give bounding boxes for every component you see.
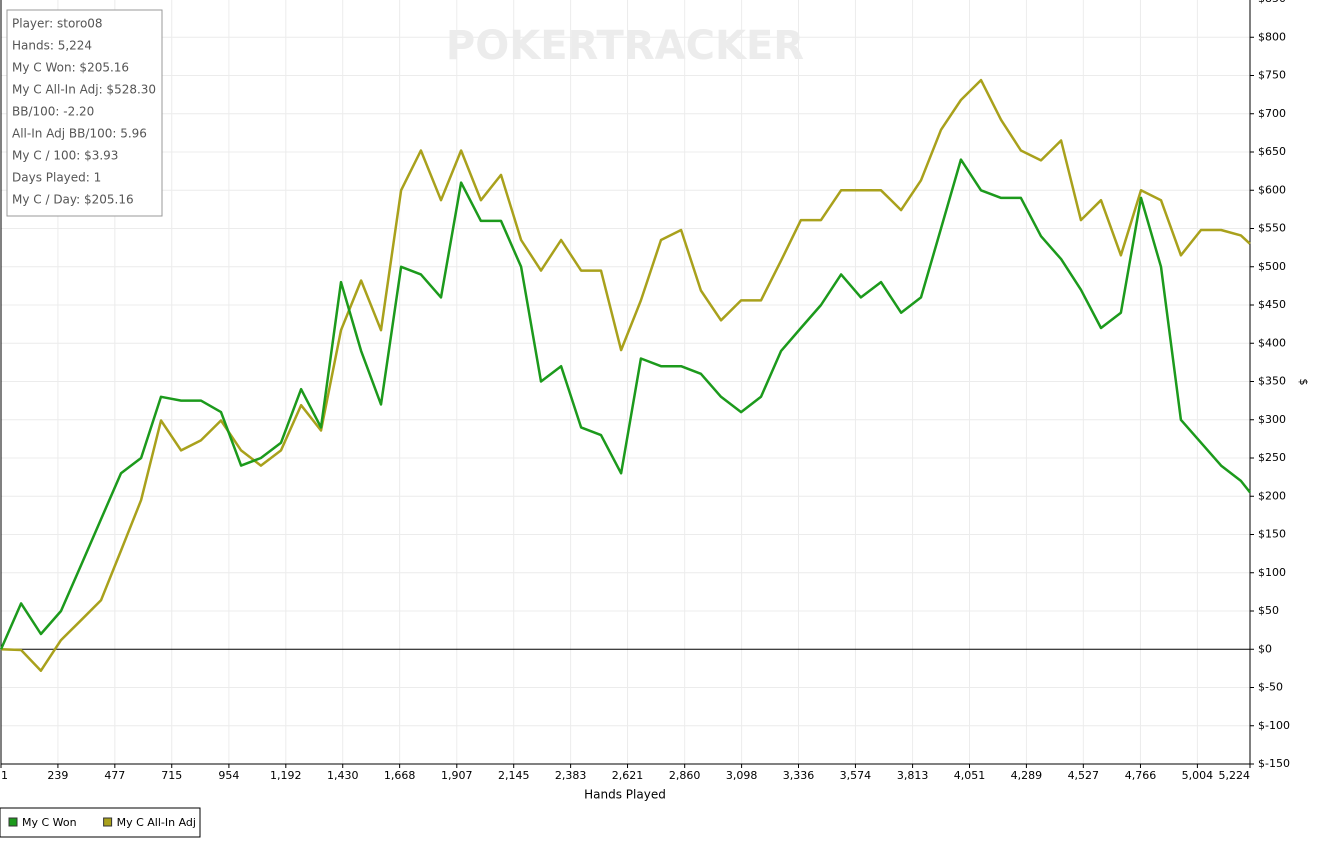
x-tick-label: 239: [47, 769, 68, 782]
y-tick-label: $600: [1258, 183, 1286, 196]
y-tick-label: $750: [1258, 69, 1286, 82]
y-tick-label: $0: [1258, 642, 1272, 655]
x-tick-label: 3,574: [840, 769, 872, 782]
x-tick-label: 715: [161, 769, 182, 782]
x-tick-label: 5,004: [1182, 769, 1214, 782]
y-tick-label: $850: [1258, 0, 1286, 5]
stat-line: All-In Adj BB/100: 5.96: [12, 127, 147, 141]
y-tick-label: $650: [1258, 145, 1286, 158]
legend-label: My C All-In Adj: [117, 816, 196, 829]
x-tick-label: 1,907: [441, 769, 473, 782]
y-tick-label: $200: [1258, 489, 1286, 502]
x-tick-label: 954: [218, 769, 239, 782]
y-tick-label: $400: [1258, 336, 1286, 349]
y-tick-label: $-150: [1258, 757, 1290, 770]
x-tick-label: 4,527: [1068, 769, 1100, 782]
x-tick-label: 3,336: [783, 769, 815, 782]
legend-swatch: [8, 817, 18, 827]
y-tick-label: $300: [1258, 413, 1286, 426]
x-tick-label: 4,051: [954, 769, 986, 782]
x-tick-label: 1,668: [384, 769, 416, 782]
x-tick-label: 2,621: [612, 769, 644, 782]
legend-label: My C Won: [22, 816, 77, 829]
x-tick-label: 1,192: [270, 769, 302, 782]
stat-line: BB/100: -2.20: [12, 105, 94, 119]
y-tick-label: $-100: [1258, 719, 1290, 732]
y-tick-label: $50: [1258, 604, 1279, 617]
x-tick-label: 4,289: [1011, 769, 1043, 782]
x-tick-label: 1: [1, 769, 8, 782]
x-tick-label: 1,430: [327, 769, 359, 782]
stat-line: Hands: 5,224: [12, 39, 92, 53]
stat-line: Player: storo08: [12, 17, 103, 31]
y-tick-label: $250: [1258, 451, 1286, 464]
x-tick-label: 3,098: [726, 769, 758, 782]
x-tick-label: 3,813: [897, 769, 929, 782]
stat-line: My C Won: $205.16: [12, 61, 129, 75]
series-line: [0, 78, 1251, 672]
legend-box: [0, 807, 201, 838]
x-tick-label: 2,145: [498, 769, 530, 782]
stats-box: [6, 9, 163, 217]
y-tick-label: $500: [1258, 260, 1286, 273]
x-tick-label: 4,766: [1125, 769, 1157, 782]
x-tick-label: 2,383: [555, 769, 587, 782]
y-tick-label: $350: [1258, 375, 1286, 388]
y-tick-label: $450: [1258, 298, 1286, 311]
stat-line: My C All-In Adj: $528.30: [12, 83, 156, 97]
y-tick-label: $550: [1258, 222, 1286, 235]
y-tick-label: $800: [1258, 30, 1286, 43]
stat-line: My C / 100: $3.93: [12, 149, 118, 163]
series-line: [0, 158, 1251, 650]
x-tick-label: 5,224: [1219, 769, 1251, 782]
watermark: POKERTRACKER: [446, 23, 804, 69]
y-tick-label: $100: [1258, 566, 1286, 579]
y-tick-label: $700: [1258, 107, 1286, 120]
x-axis-title: Hands Played: [584, 788, 666, 802]
stat-line: My C / Day: $205.16: [12, 193, 134, 207]
y-tick-label: $150: [1258, 528, 1286, 541]
x-tick-label: 477: [104, 769, 125, 782]
legend-swatch: [103, 817, 113, 827]
y-tick-label: $-50: [1258, 681, 1283, 694]
stat-line: Days Played: 1: [12, 171, 101, 185]
y-axis-title: $: [1297, 379, 1310, 386]
x-tick-label: 2,860: [669, 769, 701, 782]
